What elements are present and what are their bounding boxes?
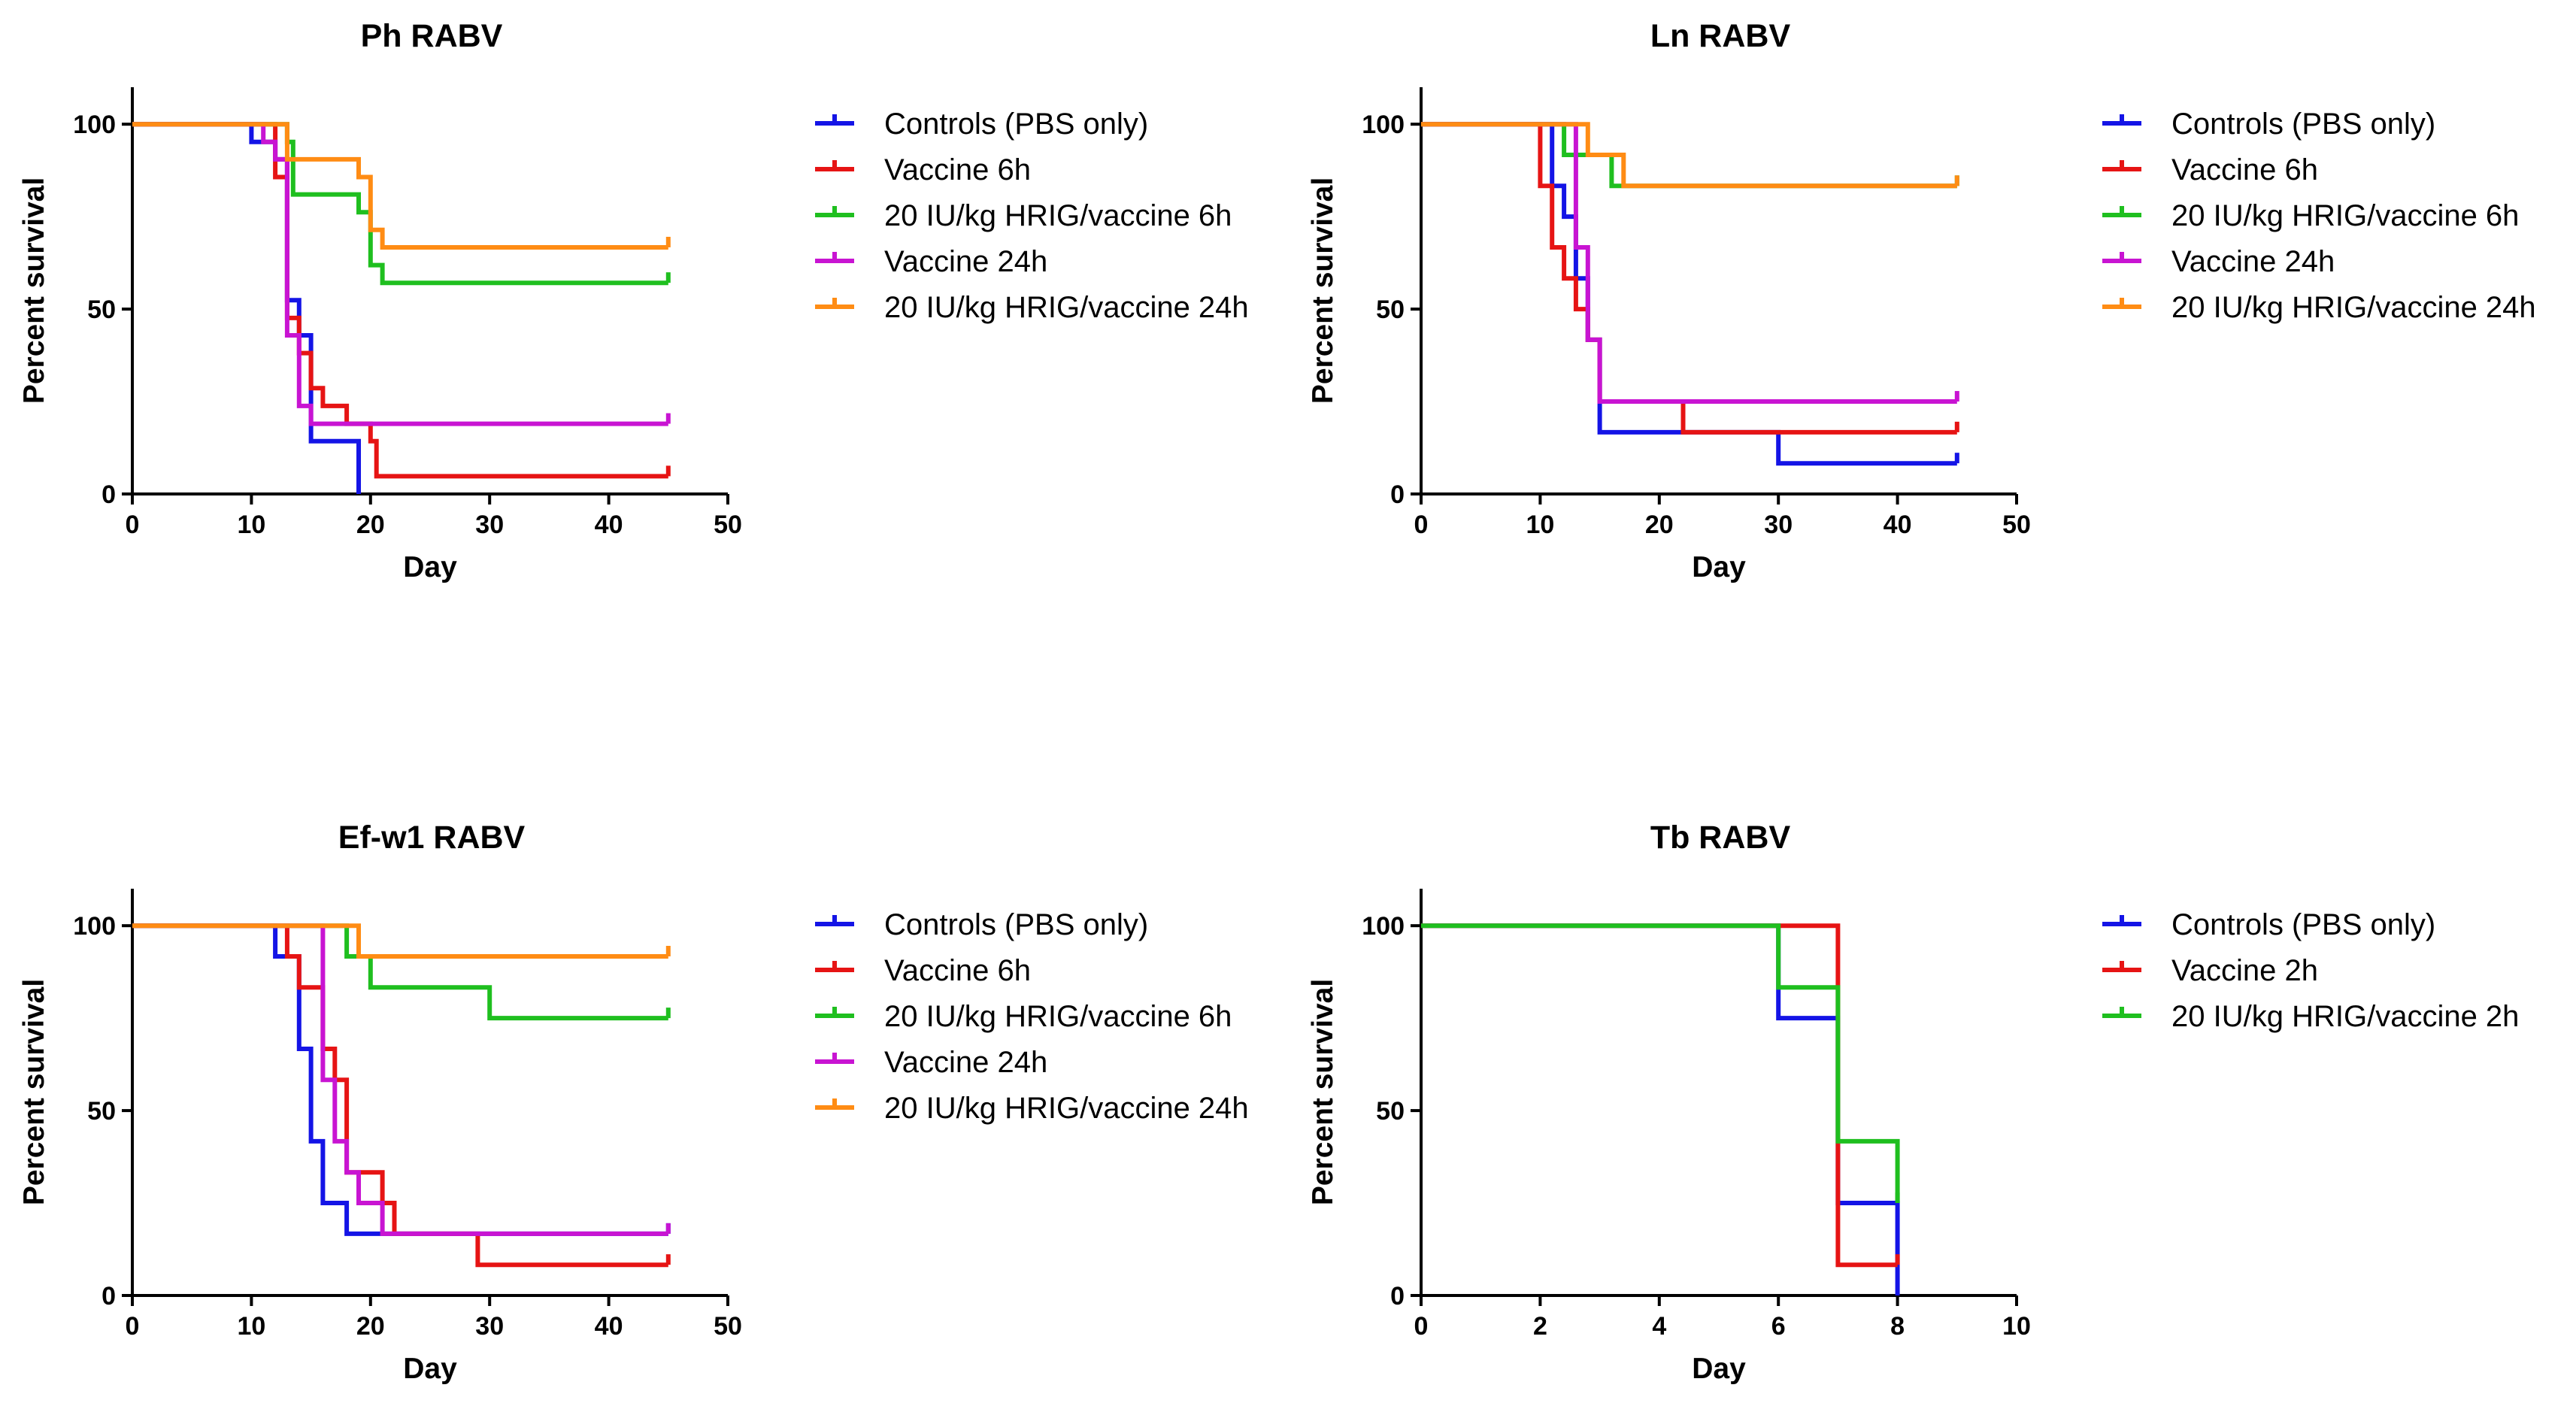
series-line-2: [1421, 923, 1898, 1268]
x-tick-label: 20: [356, 511, 385, 539]
legend-label: 20 IU/kg HRIG/vaccine 2h: [2171, 1000, 2519, 1033]
x-tick-label: 2: [1533, 1312, 1547, 1341]
series-line-5: [132, 923, 668, 959]
legend-label: 20 IU/kg HRIG/vaccine 24h: [2171, 291, 2536, 324]
x-tick-label: 40: [595, 1312, 623, 1341]
x-tick-label: 30: [475, 1312, 504, 1341]
chart-ln: Ln RABV 0 10 20 30 40 50 0 50 100 Day Percent survi…: [1307, 18, 2536, 583]
x-tick-label: 10: [2002, 1312, 2031, 1341]
series-line-4: [1421, 122, 1957, 404]
x-tick-label: 10: [1526, 511, 1554, 539]
x-tick-label: 20: [1645, 511, 1674, 539]
x-tick-label: 50: [714, 511, 742, 539]
chart-ph: Ph RABV 0 10 20 30 40 50 0 50 100 Day Percent survi…: [18, 18, 1249, 583]
x-axis-label: Day: [1692, 551, 1746, 583]
series-line-2: [132, 923, 668, 1268]
y-tick-label: 100: [73, 111, 116, 139]
x-tick-label: 0: [126, 511, 140, 539]
y-tick-label: 100: [73, 912, 116, 941]
x-axis-label: Day: [403, 1353, 457, 1385]
series-line-3: [132, 122, 668, 286]
x-tick-label: 0: [1414, 1312, 1429, 1341]
y-tick-label: 0: [1390, 1282, 1405, 1311]
x-tick-label: 30: [1764, 511, 1793, 539]
chart-title: Ef-w1 RABV: [338, 820, 526, 856]
x-tick-label: 20: [356, 1312, 385, 1341]
x-tick-label: 10: [237, 1312, 265, 1341]
legend-label: Controls (PBS only): [2171, 108, 2435, 141]
x-tick-label: 8: [1890, 1312, 1905, 1341]
y-tick-label: 100: [1362, 111, 1405, 139]
x-tick-label: 4: [1652, 1312, 1666, 1341]
legend-label: 20 IU/kg HRIG/vaccine 24h: [884, 291, 1249, 324]
series-line-5: [132, 122, 668, 250]
legend-label: Vaccine 6h: [884, 153, 1031, 186]
legend-label: 20 IU/kg HRIG/vaccine 24h: [884, 1092, 1249, 1125]
series-line-4: [132, 122, 668, 426]
series-line-1: [1421, 122, 1957, 466]
series-line-4: [132, 923, 668, 1236]
series-line-3: [1421, 122, 1957, 189]
series-line-1: [1421, 923, 1900, 1295]
x-tick-label: 0: [126, 1312, 140, 1341]
y-tick-label: 0: [102, 480, 116, 509]
series-line-1: [132, 923, 668, 1236]
y-tick-label: 100: [1362, 912, 1405, 941]
chart-title: Tb RABV: [1650, 820, 1791, 856]
y-tick-label: 50: [1376, 1097, 1405, 1126]
x-axis-label: Day: [1692, 1353, 1746, 1385]
y-axis-label: Percent survival: [18, 177, 50, 404]
y-axis-label: Percent survival: [1307, 177, 1339, 404]
series-line-1: [132, 122, 361, 494]
y-axis-label: Percent survival: [1307, 979, 1339, 1205]
legend-label: 20 IU/kg HRIG/vaccine 6h: [884, 199, 1232, 232]
series-line-5: [1421, 122, 1957, 189]
legend-label: Vaccine 6h: [2171, 153, 2318, 186]
x-tick-label: 50: [2002, 511, 2031, 539]
x-tick-label: 50: [714, 1312, 742, 1341]
x-axis-label: Day: [403, 551, 457, 583]
legend-label: Controls (PBS only): [884, 108, 1148, 141]
x-tick-label: 30: [475, 511, 504, 539]
legend-label: Vaccine 6h: [884, 954, 1031, 987]
x-tick-label: 40: [1884, 511, 1912, 539]
series-line-3: [1421, 923, 1900, 1203]
series-line-2: [1421, 122, 1957, 435]
y-tick-label: 0: [102, 1282, 116, 1311]
legend-label: 20 IU/kg HRIG/vaccine 6h: [884, 1000, 1232, 1033]
y-tick-label: 0: [1390, 480, 1405, 509]
x-tick-label: 10: [237, 511, 265, 539]
chart-title: Ph RABV: [361, 18, 503, 54]
chart-ef-w1: Ef-w1 RABV 0 10 20 30 40 50 0 50 100 Day Percent su…: [18, 820, 1249, 1385]
x-tick-label: 40: [595, 511, 623, 539]
legend-label: Controls (PBS only): [2171, 908, 2435, 941]
series-line-3: [132, 923, 668, 1021]
y-tick-label: 50: [1376, 295, 1405, 324]
legend-label: Controls (PBS only): [884, 908, 1148, 941]
chart-title: Ln RABV: [1650, 18, 1791, 54]
legend-label: Vaccine 24h: [2171, 245, 2335, 278]
legend-label: Vaccine 24h: [884, 1046, 1047, 1079]
y-tick-label: 50: [87, 1097, 116, 1126]
x-tick-label: 6: [1771, 1312, 1786, 1341]
legend-label: Vaccine 2h: [2171, 954, 2318, 987]
legend-label: Vaccine 24h: [884, 245, 1047, 278]
x-tick-label: 0: [1414, 511, 1429, 539]
y-axis-label: Percent survival: [18, 979, 50, 1205]
legend-label: 20 IU/kg HRIG/vaccine 6h: [2171, 199, 2519, 232]
y-tick-label: 50: [87, 295, 116, 324]
